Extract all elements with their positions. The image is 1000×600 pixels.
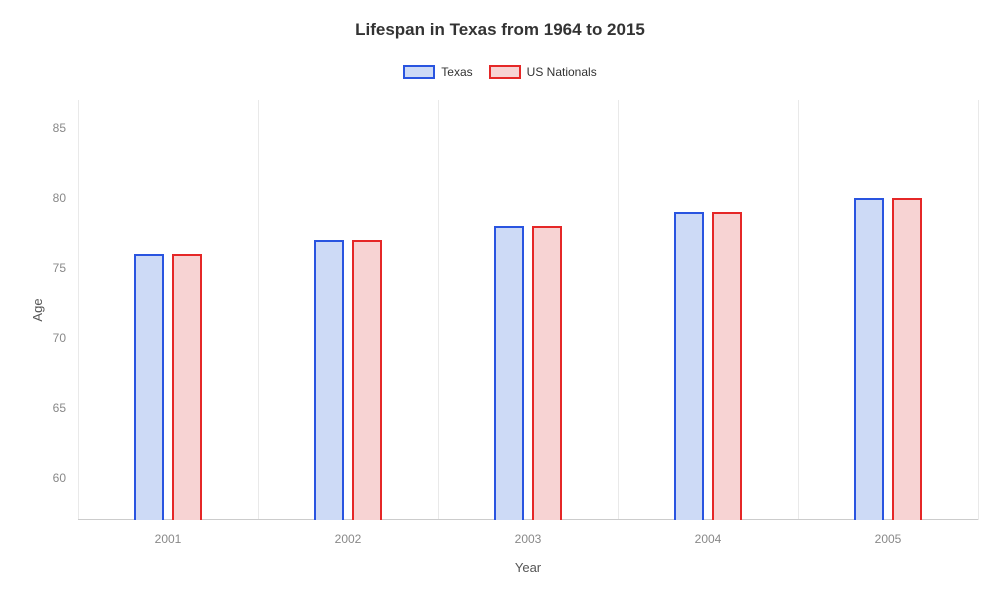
bar — [674, 212, 704, 520]
gridline — [258, 100, 259, 520]
baseline — [78, 519, 978, 520]
x-tick-label: 2004 — [695, 532, 722, 546]
bar — [134, 254, 164, 520]
x-axis-title: Year — [515, 560, 541, 575]
x-tick-label: 2001 — [155, 532, 182, 546]
gridline — [438, 100, 439, 520]
x-tick-label: 2002 — [335, 532, 362, 546]
legend-label: US Nationals — [527, 65, 597, 79]
legend-item: US Nationals — [489, 65, 597, 79]
gridline — [618, 100, 619, 520]
y-axis-title: Age — [30, 298, 45, 321]
legend-label: Texas — [441, 65, 472, 79]
bar — [854, 198, 884, 520]
lifespan-chart: Lifespan in Texas from 1964 to 2015 Texa… — [0, 0, 1000, 600]
plot-area — [78, 100, 978, 520]
bar — [712, 212, 742, 520]
bar — [172, 254, 202, 520]
legend-swatch — [489, 65, 521, 79]
gridline — [798, 100, 799, 520]
x-tick-label: 2005 — [875, 532, 902, 546]
bar — [892, 198, 922, 520]
legend-item: Texas — [403, 65, 472, 79]
bar — [352, 240, 382, 520]
bar — [494, 226, 524, 520]
gridline — [78, 100, 79, 520]
bar — [314, 240, 344, 520]
legend-swatch — [403, 65, 435, 79]
chart-title: Lifespan in Texas from 1964 to 2015 — [0, 20, 1000, 40]
bar — [532, 226, 562, 520]
legend: Texas US Nationals — [0, 65, 1000, 79]
x-tick-label: 2003 — [515, 532, 542, 546]
gridline — [978, 100, 979, 520]
